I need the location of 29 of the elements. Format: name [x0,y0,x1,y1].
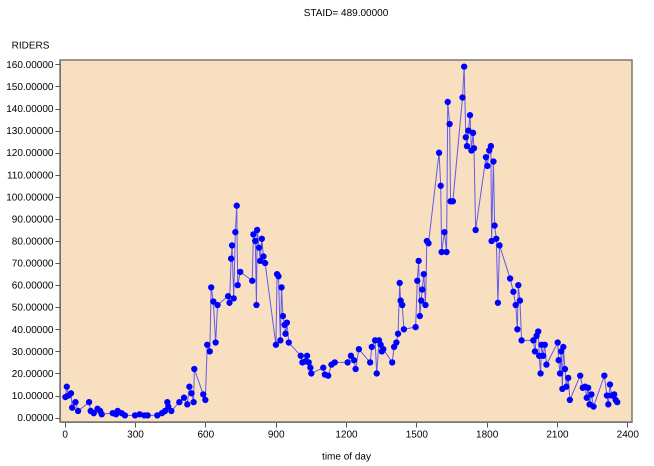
y-tick-label: 150.00000 [6,82,54,93]
y-tick-label: 10.00000 [12,391,54,402]
y-tick-label: 60.00000 [12,280,54,292]
x-axis-title: time of day [322,452,371,462]
y-tick-label: 160.00000 [6,60,54,71]
y-tick-label: 100.00000 [6,192,54,204]
y-tick-label: 120.00000 [6,148,54,160]
x-tick-label: 2100 [546,430,570,440]
chart-title: STAID= 489.00000 [304,8,389,19]
y-tick-label: 130.00000 [6,126,54,138]
x-tick-label: 0 [62,430,68,440]
y-tick-label: 110.00000 [6,170,54,182]
y-tick-label: 140.00000 [6,104,54,116]
x-tick-label: 300 [127,430,144,440]
x-tick-label: 2400 [616,430,640,440]
x-tick-label: 600 [198,430,215,440]
y-axis-title: RIDERS [12,40,50,52]
x-tick-label: 1500 [406,430,428,440]
x-tick-label: 900 [268,430,285,440]
y-tick-label: 0.00000 [17,413,54,424]
y-tick-label: 40.00000 [12,324,54,336]
y-tick-label: 20.00000 [12,368,54,380]
y-tick-label: 90.00000 [12,214,54,226]
y-tick-label: 80.00000 [12,236,54,248]
x-tick-label: 1800 [476,430,499,440]
y-tick-label: 50.00000 [12,302,54,314]
x-tick-label: 1200 [335,430,358,440]
y-tick-label: 30.00000 [12,346,54,358]
y-tick-label: 70.00000 [12,258,54,270]
